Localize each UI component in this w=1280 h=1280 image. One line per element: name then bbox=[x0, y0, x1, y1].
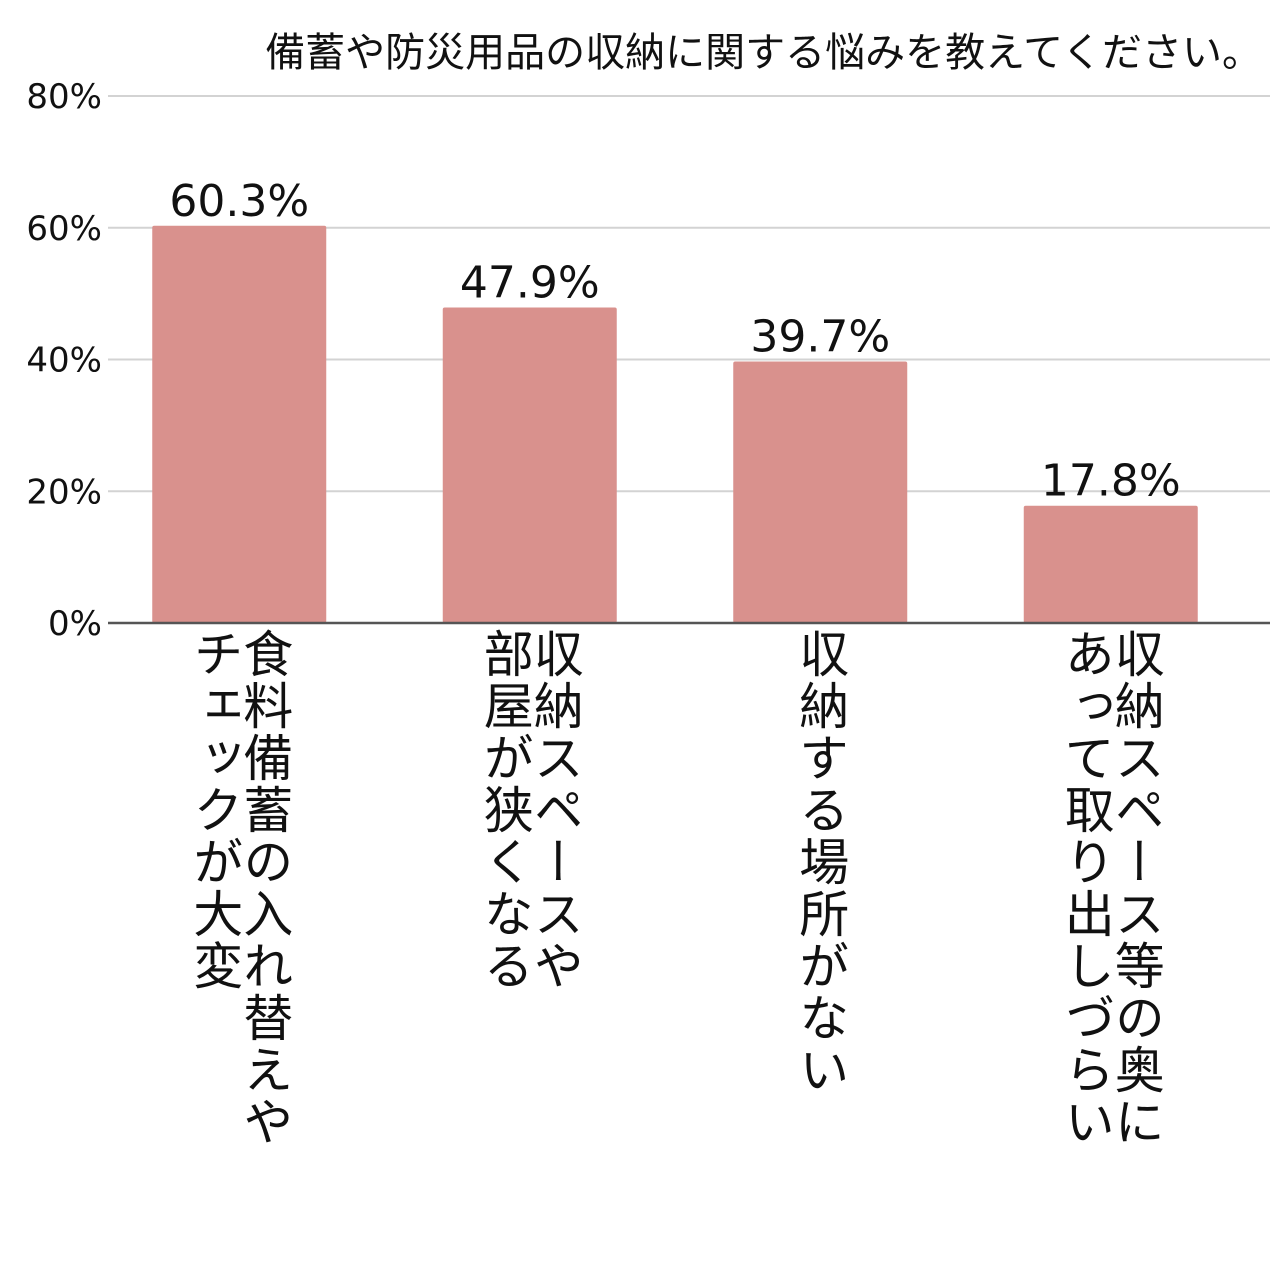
data-label: 60.3% bbox=[169, 176, 309, 227]
y-tick-label: 20% bbox=[26, 472, 102, 512]
data-label: 17.8% bbox=[1041, 456, 1181, 507]
category-label: 収納スペース等の奥に あって取り出しづらい bbox=[1056, 628, 1165, 1148]
category-label: 収納スペースや 部屋が狭くなる bbox=[475, 628, 584, 992]
y-tick-label: 0% bbox=[48, 604, 102, 644]
bar bbox=[442, 307, 617, 623]
data-label: 47.9% bbox=[460, 257, 600, 308]
bar bbox=[152, 225, 327, 623]
bar bbox=[733, 361, 908, 623]
y-tick-label: 80% bbox=[26, 77, 102, 117]
y-tick-label: 40% bbox=[26, 341, 102, 381]
data-label: 39.7% bbox=[750, 311, 890, 362]
bar bbox=[1023, 505, 1198, 623]
category-label: 収納する場所がない bbox=[791, 628, 850, 1096]
y-tick-label: 60% bbox=[26, 209, 102, 249]
category-label: 食料備蓄の入れ替えや チェックが大変 bbox=[185, 628, 294, 1148]
chart-title: 備蓄や防災用品の収納に関する悩みを教えてください。 bbox=[265, 30, 1262, 76]
